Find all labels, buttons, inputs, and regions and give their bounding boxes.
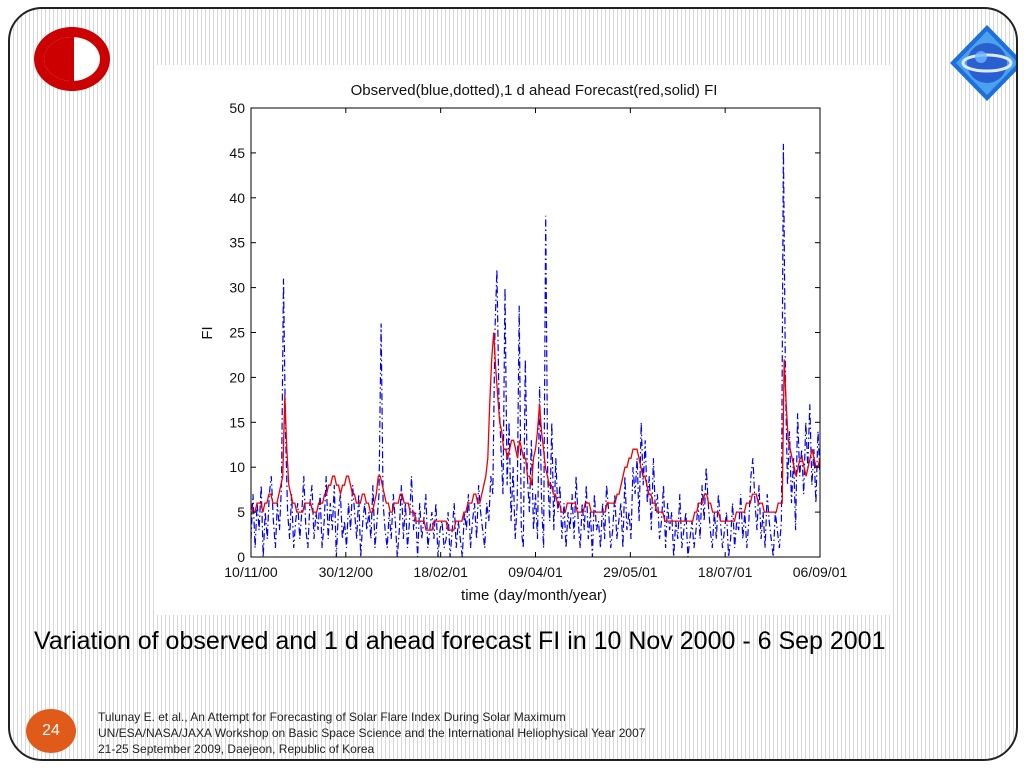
y-tick-label: 25 (229, 325, 245, 341)
x-axis-label: time (day/month/year) (461, 587, 607, 604)
citation-line: Tulunay E. et al., An Attempt for Foreca… (98, 710, 566, 724)
y-tick-label: 20 (229, 369, 245, 385)
y-tick-label: 5 (237, 504, 245, 520)
citation-line: UN/ESA/NASA/JAXA Workshop on Basic Space… (98, 726, 646, 740)
page-number-badge: 24 (26, 709, 76, 753)
x-tick-label: 18/07/01 (698, 564, 753, 580)
odtu-logo-icon (30, 23, 114, 95)
y-tick-label: 50 (229, 100, 245, 116)
blue-globe-logo-icon (948, 23, 1016, 103)
x-tick-label: 10/11/00 (224, 564, 278, 580)
figure-panel: Observed(blue,dotted),1 d ahead Forecast… (156, 65, 892, 615)
x-tick-label: 30/12/00 (319, 564, 374, 580)
x-tick-label: 18/02/01 (413, 564, 468, 580)
slide-frame: Observed(blue,dotted),1 d ahead Forecast… (8, 7, 1018, 761)
plot-area-frame (250, 107, 821, 558)
forecast-series-line (251, 332, 820, 531)
y-tick-label: 40 (229, 190, 245, 206)
y-tick-label: 35 (229, 235, 245, 251)
fi-chart: Observed(blue,dotted),1 d ahead Forecast… (199, 82, 848, 604)
y-tick-label: 15 (229, 414, 245, 430)
citation-block: Tulunay E. et al., An Attempt for Foreca… (98, 709, 645, 757)
y-tick-label: 10 (229, 459, 245, 475)
y-tick-label: 0 (237, 549, 245, 565)
x-tick-label: 06/09/01 (793, 564, 848, 580)
chart-title: Observed(blue,dotted),1 d ahead Forecast… (351, 82, 718, 99)
slide-caption: Variation of observed and 1 d ahead fore… (34, 627, 886, 655)
y-tick-label: 30 (229, 280, 245, 296)
observed-series-line (251, 143, 820, 557)
x-tick-label: 09/04/01 (508, 564, 563, 580)
x-tick-label: 29/05/01 (603, 564, 658, 580)
y-tick-label: 45 (229, 145, 245, 161)
y-axis-label: FI (199, 326, 216, 339)
citation-line: 21-25 September 2009, Daejeon, Republic … (98, 742, 375, 756)
